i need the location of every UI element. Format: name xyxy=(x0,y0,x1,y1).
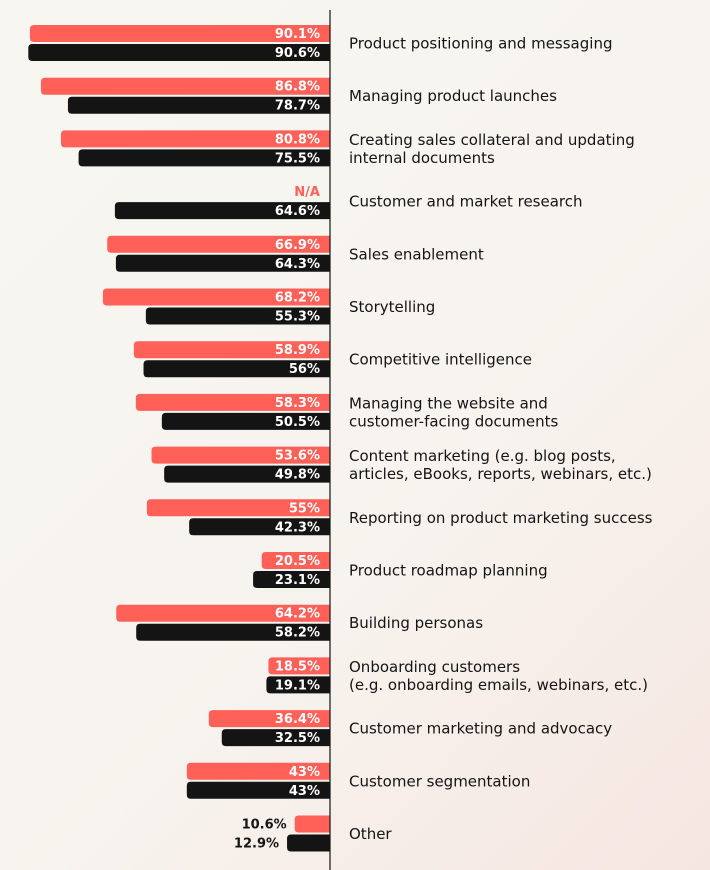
bar-series-1 xyxy=(208,710,330,728)
bar-value-label: 50.5% xyxy=(275,415,320,430)
bar-value-label: 58.2% xyxy=(275,626,320,641)
category-label: Creating sales collateral and updating in… xyxy=(349,131,635,167)
bar-value-label: 20.5% xyxy=(275,554,320,569)
category-label: Product positioning and messaging xyxy=(349,35,612,53)
category-label: Other xyxy=(349,825,392,843)
bar-series-2 xyxy=(28,44,330,61)
bar-value-label: 18.5% xyxy=(275,659,320,674)
bar-series-1 xyxy=(102,288,330,306)
category-label: Reporting on product marketing success xyxy=(349,509,653,527)
bar-value-label: 66.9% xyxy=(275,238,320,253)
bar-series-1 xyxy=(133,341,330,359)
bar-series-1 xyxy=(29,25,330,42)
bar-value-label: 64.3% xyxy=(275,257,320,272)
bar-value-label: 78.7% xyxy=(275,99,320,114)
category-label: Customer segmentation xyxy=(349,772,530,790)
bar-series-2 xyxy=(186,781,330,799)
category-group: 55% 42.3% Reporting on product marketing s… xyxy=(146,499,653,536)
bar-value-label: 10.6% xyxy=(242,818,287,833)
bar-series-1 xyxy=(60,130,330,148)
category-label: Building personas xyxy=(349,614,483,632)
bar-series-2 xyxy=(164,465,330,483)
category-group: 80.8% 75.5% Creating sales collateral and … xyxy=(60,130,635,167)
bar-series-1 xyxy=(116,604,331,622)
bar-value-label: 75.5% xyxy=(275,151,320,166)
bar-series-2 xyxy=(287,834,330,852)
bar-series-2 xyxy=(115,254,330,272)
bar-series-1 xyxy=(268,657,330,675)
category-label: Managing the website and customer-facing … xyxy=(349,394,558,430)
bar-value-label: 64.6% xyxy=(275,204,320,219)
bar-series-1 xyxy=(294,815,330,833)
bar-value-label: 64.2% xyxy=(275,607,320,622)
bar-value-label: 36.4% xyxy=(275,712,320,727)
category-group: 53.6% 49.8% Content marketing (e.g. blog p… xyxy=(151,446,652,483)
category-group: 58.3% 50.5% Managing the website and custom… xyxy=(135,393,558,430)
category-label: Sales enablement xyxy=(349,245,484,263)
bar-value-label: 56% xyxy=(289,362,320,377)
bar-value-label: 55% xyxy=(289,501,320,516)
bar-value-label: 53.6% xyxy=(275,449,320,464)
bar-value-label: 58.3% xyxy=(275,396,320,411)
bar-value-label: 32.5% xyxy=(275,731,320,746)
bar-value-label: 43% xyxy=(289,784,320,799)
category-group: N/A 64.6% Customer and market research xyxy=(114,185,583,220)
bar-value-label: 90.6% xyxy=(275,46,320,61)
bar-series-1 xyxy=(146,499,330,517)
category-label: Competitive intelligence xyxy=(349,351,532,369)
bar-value-label: 68.2% xyxy=(275,291,320,306)
bar-value-label: 58.9% xyxy=(275,343,320,358)
bar-series-2 xyxy=(221,729,330,747)
category-group: 20.5% 23.1% Product roadmap planning xyxy=(253,552,548,588)
category-label: Onboarding customers (e.g. onboarding ema… xyxy=(349,658,648,694)
category-label: Managing product launches xyxy=(349,87,557,105)
category-group: 43% 43% Customer segmentation xyxy=(186,762,530,799)
bar-value-label: 86.8% xyxy=(275,80,320,95)
bar-value-label: N/A xyxy=(294,185,320,200)
category-group: 36.4% 32.5% Customer marketing and advocac… xyxy=(208,710,612,747)
bar-value-label: 42.3% xyxy=(275,520,320,535)
bar-value-label: 19.1% xyxy=(275,678,320,693)
bar-value-label: 49.8% xyxy=(275,468,320,483)
category-group: 86.8% 78.7% Managing product launches xyxy=(40,77,557,114)
bar-value-label: 55.3% xyxy=(275,310,320,325)
category-group: 68.2% 55.3% Storytelling xyxy=(102,288,435,325)
bar-series-1 xyxy=(40,77,331,95)
bar-series-2 xyxy=(136,623,330,641)
bar-series-2 xyxy=(161,412,330,430)
category-group: 90.1% 90.6% Product positioning and messag… xyxy=(28,25,612,61)
category-group: 64.2% 58.2% Building personas xyxy=(116,604,483,641)
category-label: Content marketing (e.g. blog posts, artic… xyxy=(349,447,652,483)
bar-series-2 xyxy=(253,571,330,588)
bar-series-1 xyxy=(135,393,330,411)
bar-series-2 xyxy=(145,307,330,325)
category-group: 18.5% 19.1% Onboarding customers (e.g. onbo… xyxy=(266,657,648,694)
bar-series-2 xyxy=(189,518,330,536)
bar-series-2 xyxy=(114,202,330,220)
bar-value-label: 80.8% xyxy=(275,132,320,147)
bar-series-2 xyxy=(143,360,330,378)
bar-value-label: 90.1% xyxy=(275,27,320,42)
category-group: 66.9% 64.3% Sales enablement xyxy=(107,235,484,272)
category-label: Storytelling xyxy=(349,298,435,316)
bar-series-1 xyxy=(186,762,330,780)
bar-value-label: 12.9% xyxy=(234,837,279,852)
category-group: 10.6% 12.9% Other xyxy=(234,815,392,852)
bar-value-label: 23.1% xyxy=(275,573,320,588)
category-label: Customer marketing and advocacy xyxy=(349,720,612,738)
bar-series-1 xyxy=(107,235,331,253)
bar-series-1 xyxy=(261,552,330,569)
bar-value-label: 43% xyxy=(289,765,320,780)
category-label: Customer and market research xyxy=(349,193,583,211)
category-label: Product roadmap planning xyxy=(349,562,548,580)
bar-series-2 xyxy=(78,149,331,167)
bar-series-2 xyxy=(67,96,330,114)
category-group: 58.9% 56% Competitive intelligence xyxy=(133,341,532,378)
bar-series-2 xyxy=(266,676,330,694)
bar-series-1 xyxy=(151,446,330,464)
